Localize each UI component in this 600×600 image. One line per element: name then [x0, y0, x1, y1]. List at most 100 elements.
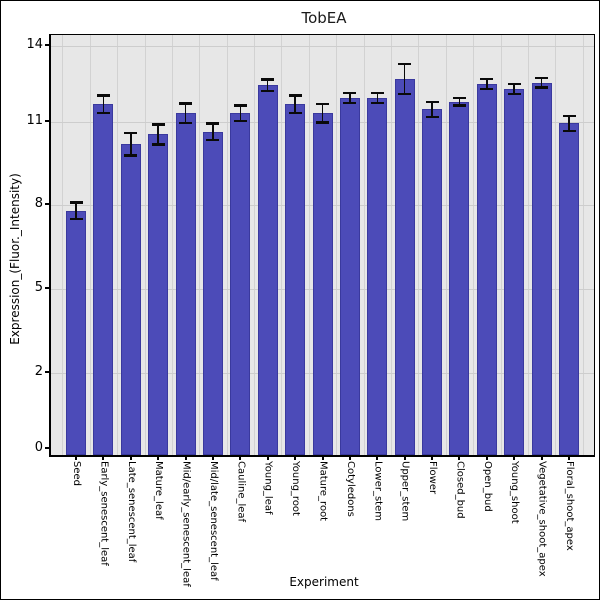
error-bar-line [212, 123, 214, 140]
error-bar-cap [562, 114, 576, 118]
error-bar-cap [398, 92, 412, 96]
gridline-vertical [144, 35, 146, 455]
y-tick-label: 8 [34, 196, 43, 211]
error-bar-cap [452, 96, 466, 100]
error-bar-line [321, 103, 324, 123]
x-tick-label: Flower [427, 461, 439, 495]
gridline-vertical [473, 35, 475, 455]
x-tick-mark [348, 456, 351, 460]
x-tick-label: Late_senescent_leaf [125, 461, 137, 563]
x-tick-label: Mid/early_senescent_leaf [180, 461, 192, 587]
error-bar-cap [507, 82, 521, 86]
error-bar-cap [425, 100, 439, 103]
error-bar-line [431, 101, 433, 117]
error-bar-line [102, 95, 105, 114]
y-tick-mark [45, 120, 49, 122]
gridline-vertical [582, 35, 584, 455]
error-bar-cap [288, 94, 302, 97]
bar [120, 144, 141, 455]
gridline-vertical [89, 35, 91, 455]
x-tick-label: Floral_shoot_apex [564, 461, 575, 551]
error-bar-line [130, 133, 132, 156]
y-tick-mark [45, 44, 49, 46]
y-tick-mark [45, 370, 49, 373]
error-bar-line [540, 77, 543, 88]
x-tick-mark [129, 456, 132, 460]
error-bar-line [376, 92, 379, 103]
x-tick-mark [211, 456, 214, 460]
error-bar-cap [233, 104, 247, 107]
bar [202, 131, 223, 455]
error-bar-cap [151, 143, 165, 146]
x-tick-mark [239, 456, 242, 460]
bar [285, 104, 306, 455]
gridline-vertical [254, 35, 255, 455]
x-tick-mark [184, 456, 187, 460]
gridline-vertical [199, 35, 201, 455]
error-bar-line [294, 95, 296, 114]
gridline-vertical [281, 35, 283, 455]
error-bar-cap [261, 89, 275, 93]
error-bar-cap [96, 111, 110, 115]
y-tick-label: 0 [34, 440, 43, 455]
error-bar-line [75, 202, 77, 219]
error-bar-cap [425, 115, 439, 119]
error-bar-cap [96, 94, 110, 97]
error-bar-line [513, 84, 515, 95]
bar [367, 97, 388, 455]
bar [175, 113, 196, 455]
gridline-vertical [171, 35, 173, 455]
x-axis-label: Experiment [289, 575, 359, 589]
x-tick-mark [75, 456, 77, 460]
error-bar-cap [452, 104, 466, 107]
gridline-vertical [62, 35, 64, 455]
bar [531, 82, 552, 455]
error-bar-cap [206, 138, 220, 142]
error-bar-cap [480, 77, 494, 81]
x-tick-mark [294, 456, 297, 460]
y-tick-label: 14 [26, 37, 43, 52]
x-tick-label: Upper_stem [399, 461, 411, 522]
x-tick-label: Vegetative_shoot_apex [536, 461, 548, 577]
error-bar-cap [233, 119, 247, 122]
bar [504, 89, 525, 455]
x-tick-mark [376, 456, 379, 460]
error-bar-line [403, 63, 406, 95]
error-bar-line [349, 93, 351, 103]
error-bar-cap [288, 111, 302, 115]
y-tick-label: 2 [34, 363, 43, 379]
error-bar-cap [124, 154, 138, 157]
error-bar-cap [316, 102, 329, 105]
gridline-vertical [226, 35, 228, 455]
plot-area [49, 34, 595, 457]
gridline-vertical [555, 35, 557, 455]
gridline-vertical [527, 35, 529, 455]
x-tick-mark [403, 456, 406, 460]
error-bar-cap [535, 86, 549, 89]
bar [230, 113, 251, 455]
gridline-vertical [391, 35, 392, 455]
x-tick-mark [102, 456, 105, 460]
x-tick-label: Seed [71, 461, 82, 486]
error-bar-line [239, 105, 242, 121]
error-bar-line [486, 79, 488, 89]
error-bar-cap [480, 87, 494, 91]
error-bar-cap [370, 101, 384, 105]
gridline-vertical [336, 35, 338, 455]
error-bar-cap [562, 129, 576, 133]
x-tick-label: Young_leaf [262, 461, 274, 515]
bar [449, 101, 470, 455]
bar [394, 78, 415, 455]
gridline-vertical [418, 35, 420, 455]
gridline-vertical [445, 35, 447, 455]
gridline-vertical [117, 35, 119, 455]
x-tick-label: Closed_bud [454, 461, 466, 519]
x-tick-mark [431, 456, 434, 460]
error-bar-line [184, 103, 187, 123]
error-bar-cap [151, 123, 165, 126]
error-bar-cap [535, 76, 549, 80]
x-tick-mark [485, 456, 488, 460]
y-tick-label: 5 [34, 280, 43, 295]
error-bar-cap [343, 101, 357, 104]
